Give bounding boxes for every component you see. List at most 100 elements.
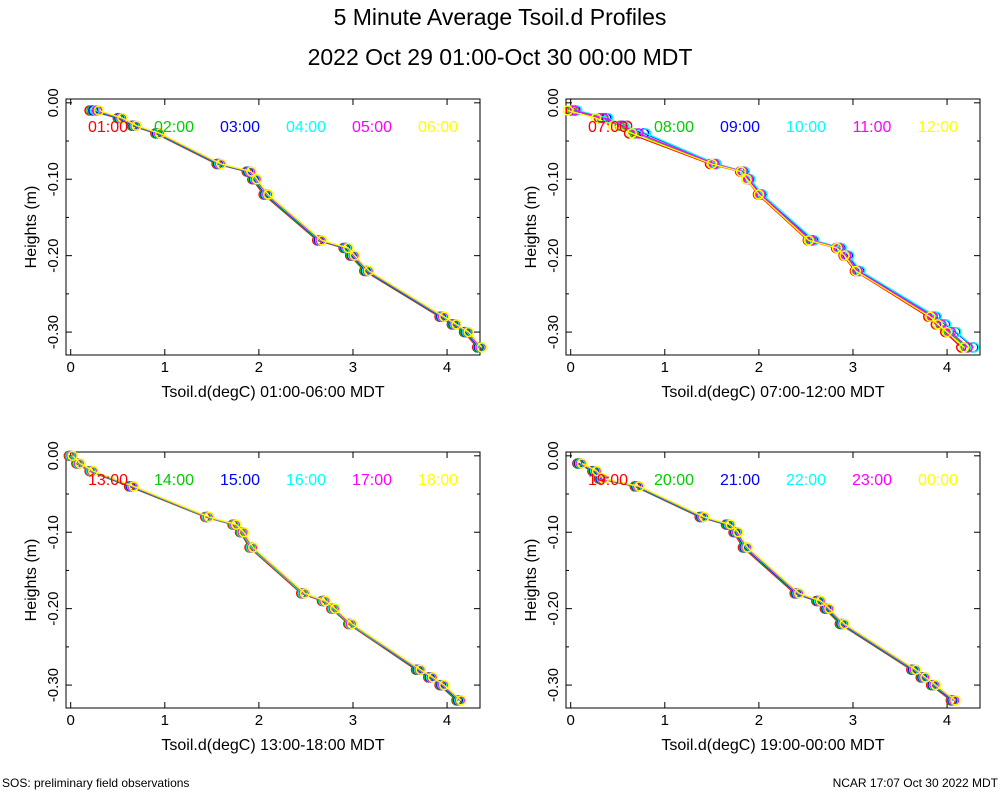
legend-label-11:00: 11:00: [853, 119, 892, 136]
legend-label-09:00: 09:00: [720, 119, 760, 136]
x-tick-label: 0: [567, 712, 575, 729]
x-tick-label: 3: [849, 712, 857, 729]
legend-label-02:00: 02:00: [154, 119, 194, 136]
data-point-06:00: [216, 158, 227, 170]
plot-frame: [565, 451, 981, 709]
data-point-00:00: [742, 542, 753, 553]
legend-label-17:00: 17:00: [352, 472, 392, 489]
x-tick-label: 2: [255, 712, 263, 729]
series-line-00:00: [581, 462, 956, 701]
chart-title: 5 Minute Average Tsoil.d Profiles: [333, 4, 667, 30]
data-point-12:00: [735, 166, 747, 177]
series-line-18:00: [72, 455, 462, 701]
y-axis-label: Heights (m): [23, 539, 40, 622]
y-tick-label: 0.00: [545, 88, 562, 117]
series-line-10:00: [577, 109, 975, 348]
series-line-17:00: [71, 455, 461, 701]
series-line-16:00: [70, 455, 460, 701]
legend-label-19:00: 19:00: [588, 472, 628, 489]
data-point-12:00: [753, 189, 765, 200]
y-tick-label: -0.10: [545, 162, 562, 196]
data-point-06:00: [343, 242, 354, 254]
plot-frame: [565, 98, 981, 356]
y-tick-label: -0.20: [45, 592, 62, 626]
x-tick-label: 1: [661, 712, 669, 729]
series-line-15:00: [70, 455, 459, 701]
data-point-11:00: [633, 128, 644, 139]
data-point-00:00: [794, 588, 805, 599]
series-line-20:00: [577, 462, 953, 701]
x-axis-label: Tsoil.d(degC) 07:00-12:00 MDT: [661, 384, 884, 401]
data-point-12:00: [958, 342, 970, 353]
x-tick-label: 4: [443, 359, 451, 376]
y-axis-label: Heights (m): [23, 186, 40, 269]
data-point-18:00: [415, 664, 426, 676]
profile-panel-3: 0 1 2 3 4 0.00 -0.10 -0.20 -0.30 Tsoil.d(degC) 13…: [23, 441, 481, 754]
y-tick-label: 0.00: [45, 441, 62, 470]
data-point-12:00: [607, 120, 619, 131]
series-line-12:00: [567, 109, 965, 348]
x-axis-label: Tsoil.d(degC) 19:00-00:00 MDT: [661, 737, 884, 754]
plot-frame: [65, 98, 481, 356]
data-point-12:00: [590, 112, 602, 124]
footer-timestamp: NCAR 17:07 Oct 30 2022 MDT: [832, 776, 998, 790]
data-point-12:00: [831, 242, 843, 254]
legend-label-04:00: 04:00: [286, 119, 326, 136]
chart-subtitle: 2022 Oct 29 01:00-Oct 30 00:00 MDT: [307, 44, 693, 70]
data-point-18:00: [438, 679, 450, 691]
data-point-06:00: [93, 105, 105, 116]
data-point-12:00: [741, 173, 752, 185]
legend-label-10:00: 10:00: [786, 119, 826, 136]
legend-label-13:00: 13:00: [88, 472, 128, 489]
y-tick-label: 0.00: [545, 441, 562, 470]
x-tick-label: 1: [161, 359, 169, 376]
x-tick-label: 0: [67, 712, 75, 729]
data-point-12:00: [803, 235, 815, 246]
legend-label-14:00: 14:00: [154, 472, 194, 489]
legend-label-07:00: 07:00: [588, 119, 628, 136]
data-point-12:00: [839, 250, 850, 261]
y-tick-label: -0.30: [545, 668, 562, 702]
y-tick-label: -0.20: [545, 239, 562, 273]
data-point-12:00: [562, 105, 574, 116]
legend-label-01:00: 01:00: [88, 119, 128, 136]
data-point-06:00: [154, 128, 166, 139]
data-point-18:00: [299, 588, 311, 599]
data-point-11:00: [927, 311, 939, 323]
data-point-06:00: [463, 326, 474, 338]
data-point-00:00: [910, 664, 922, 676]
data-point-06:00: [349, 250, 361, 261]
series-line-03:00: [93, 109, 480, 348]
data-point-00:00: [950, 695, 961, 706]
y-tick-label: -0.10: [45, 515, 62, 549]
legend-label-12:00: 12:00: [918, 119, 958, 136]
data-point-12:00: [924, 311, 936, 323]
y-tick-label: -0.20: [45, 239, 62, 273]
data-point-06:00: [251, 173, 263, 185]
data-point-00:00: [598, 473, 609, 484]
data-point-18:00: [320, 595, 331, 607]
data-point-06:00: [476, 342, 488, 353]
x-axis-label: Tsoil.d(degC) 13:00-18:00 MDT: [161, 737, 384, 754]
data-point-06:00: [246, 166, 257, 177]
legend-label-03:00: 03:00: [220, 119, 260, 136]
series-line-14:00: [69, 455, 458, 701]
y-tick-label: -0.30: [45, 668, 62, 702]
data-point-06:00: [117, 112, 128, 124]
y-tick-label: -0.20: [545, 592, 562, 626]
data-point-00:00: [725, 519, 736, 530]
series-line-22:00: [579, 462, 955, 701]
series-line-05:00: [96, 109, 482, 348]
data-point-18:00: [128, 481, 139, 492]
data-point-06:00: [263, 189, 274, 200]
data-point-18:00: [329, 603, 341, 614]
series-line-19:00: [577, 462, 952, 701]
data-point-11:00: [806, 235, 817, 246]
plot-frame: [65, 451, 481, 709]
series-line-23:00: [580, 462, 955, 701]
data-point-00:00: [815, 595, 827, 607]
data-point-00:00: [732, 526, 744, 538]
series-line-07:00: [570, 109, 962, 348]
data-point-06:00: [316, 235, 328, 246]
x-tick-label: 2: [755, 359, 763, 376]
